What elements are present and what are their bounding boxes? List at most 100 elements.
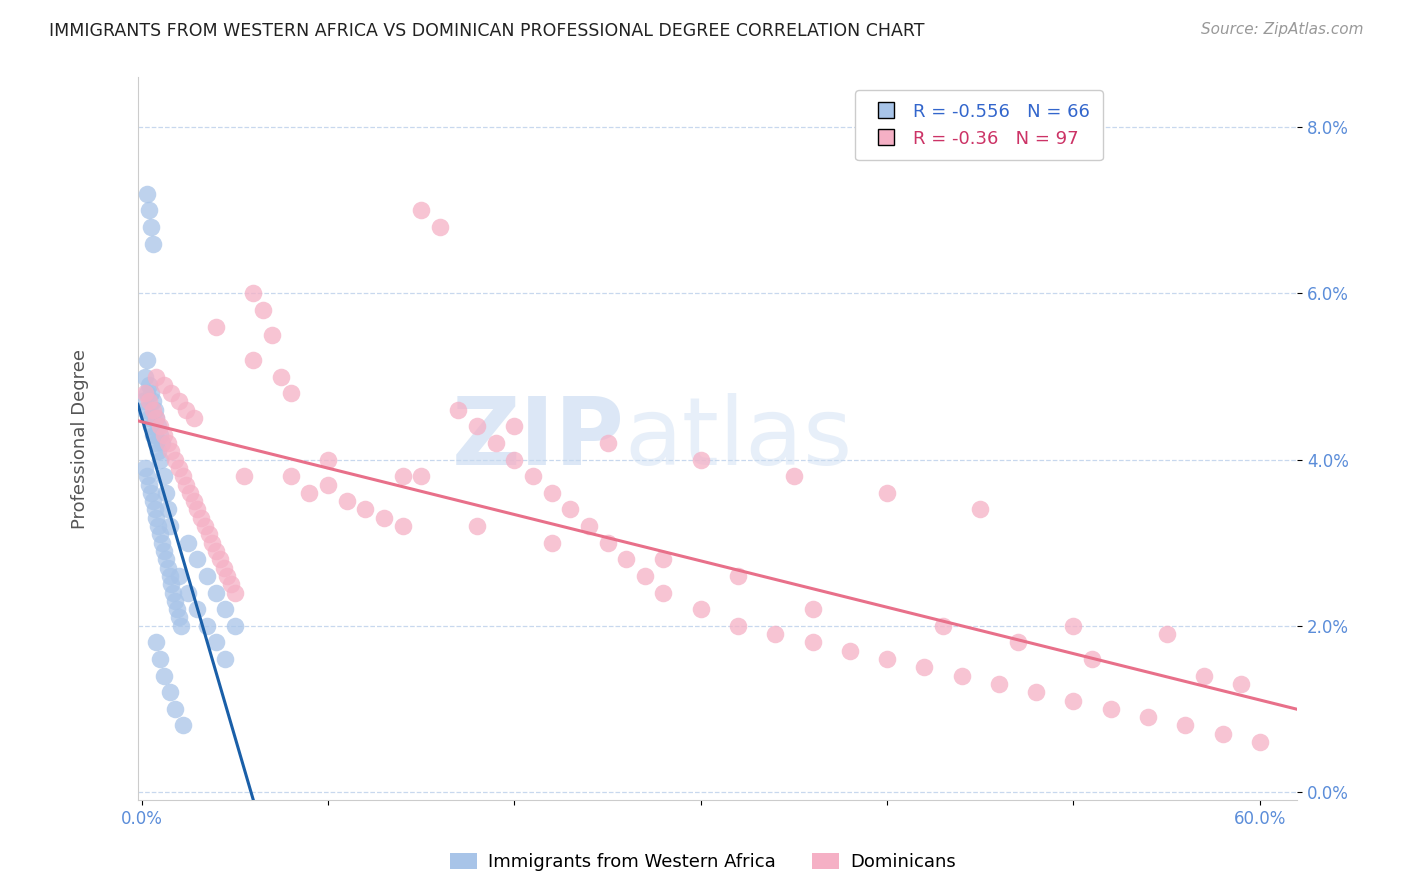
Point [186, 502, 208, 516]
Point [689, 452, 711, 467]
Point [727, 569, 749, 583]
Point [783, 469, 806, 483]
Point [252, 303, 274, 318]
Point [1249, 735, 1271, 749]
Point [136, 352, 159, 367]
Point [149, 652, 172, 666]
Point [195, 569, 218, 583]
Point [801, 635, 824, 649]
Point [208, 552, 231, 566]
Point [540, 535, 562, 549]
Point [1230, 677, 1253, 691]
Point [950, 668, 973, 682]
Point [142, 236, 165, 251]
Point [176, 402, 198, 417]
Point [373, 510, 395, 524]
Point [652, 585, 675, 599]
Point [160, 386, 183, 401]
Point [485, 436, 508, 450]
Point [165, 452, 187, 467]
Point [150, 436, 173, 450]
Point [159, 519, 181, 533]
Point [298, 485, 321, 500]
Text: atlas: atlas [624, 392, 853, 485]
Point [132, 394, 155, 409]
Point [143, 402, 166, 417]
Point [578, 519, 600, 533]
Point [932, 619, 955, 633]
Point [167, 569, 190, 583]
Point [172, 469, 194, 483]
Point [197, 527, 219, 541]
Point [153, 377, 176, 392]
Point [205, 585, 228, 599]
Point [1081, 652, 1104, 666]
Point [138, 411, 160, 425]
Point [1062, 693, 1084, 707]
Point [134, 461, 156, 475]
Point [242, 352, 264, 367]
Point [138, 377, 160, 392]
Point [596, 535, 619, 549]
Point [145, 436, 167, 450]
Point [139, 219, 162, 234]
Point [167, 610, 190, 624]
Point [391, 519, 413, 533]
Point [139, 419, 162, 434]
Point [136, 186, 159, 201]
Point [201, 535, 224, 549]
Point [652, 552, 675, 566]
Point [145, 411, 167, 425]
Point [838, 643, 860, 657]
Point [176, 477, 198, 491]
Point [987, 677, 1010, 691]
Point [876, 485, 898, 500]
Point [142, 494, 165, 508]
Point [280, 469, 302, 483]
Point [195, 619, 218, 633]
Point [136, 469, 159, 483]
Text: Source: ZipAtlas.com: Source: ZipAtlas.com [1201, 22, 1364, 37]
Point [316, 452, 339, 467]
Point [634, 569, 657, 583]
Point [183, 494, 205, 508]
Point [969, 502, 991, 516]
Point [167, 461, 190, 475]
Point [763, 627, 786, 641]
Point [136, 386, 159, 401]
Point [148, 419, 170, 434]
Point [522, 469, 544, 483]
Point [165, 594, 187, 608]
Point [316, 477, 339, 491]
Point [170, 619, 193, 633]
Point [560, 502, 582, 516]
Point [138, 394, 160, 409]
Point [260, 328, 283, 343]
Point [153, 427, 176, 442]
Point [138, 203, 160, 218]
Point [1007, 635, 1029, 649]
Point [159, 685, 181, 699]
Point [1136, 710, 1159, 724]
Point [165, 702, 187, 716]
Point [153, 544, 176, 558]
Point [194, 519, 217, 533]
Point [134, 386, 156, 401]
Point [205, 544, 228, 558]
Point [159, 569, 181, 583]
Point [217, 569, 239, 583]
Point [689, 602, 711, 616]
Point [156, 502, 179, 516]
Y-axis label: Professional Degree: Professional Degree [72, 349, 89, 529]
Point [145, 510, 167, 524]
Point [391, 469, 413, 483]
Point [139, 386, 162, 401]
Point [503, 419, 526, 434]
Point [205, 635, 228, 649]
Point [160, 444, 183, 458]
Point [1192, 668, 1215, 682]
Point [166, 602, 188, 616]
Text: ZIP: ZIP [451, 392, 624, 485]
Point [411, 469, 433, 483]
Point [503, 452, 526, 467]
